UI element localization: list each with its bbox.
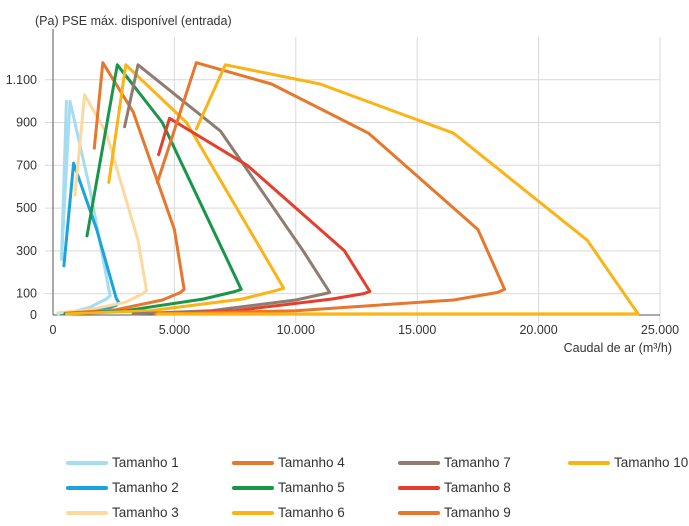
y-tick-label: 700 bbox=[16, 158, 37, 172]
x-tick-label: 20.000 bbox=[519, 323, 557, 337]
x-tick-label: 5.000 bbox=[159, 323, 190, 337]
series-line-tamanho-4 bbox=[63, 61, 186, 315]
series-line-tamanho-1 bbox=[56, 99, 112, 316]
series-group bbox=[56, 61, 640, 316]
series-line-tamanho-6 bbox=[64, 63, 286, 316]
x-tick-label: 25.000 bbox=[641, 323, 679, 337]
series-line-tamanho-5 bbox=[63, 63, 243, 316]
x-axis-label: Caudal de ar (m³/h) bbox=[564, 341, 672, 355]
series-line-tamanho-7 bbox=[123, 63, 332, 316]
axes: 0 100 300 500 700 900 1.100 0 5.000 10.000 15.000 2… bbox=[6, 29, 679, 337]
x-tick-label: 0 bbox=[50, 323, 57, 337]
series-line-tamanho-10 bbox=[155, 63, 640, 316]
series-line-tamanho-3 bbox=[56, 93, 148, 315]
y-tick-label: 900 bbox=[16, 116, 37, 130]
x-tick-label: 15.000 bbox=[398, 323, 436, 337]
y-tick-label: 300 bbox=[16, 244, 37, 258]
chart-title: (Pa) PSE máx. disponível (entrada) bbox=[35, 14, 232, 28]
series-line-tamanho-8 bbox=[153, 116, 372, 316]
y-tick-label: 500 bbox=[16, 201, 37, 215]
grid bbox=[45, 37, 661, 323]
y-tick-label: 1.100 bbox=[6, 73, 37, 87]
series-line-tamanho-9 bbox=[153, 61, 507, 316]
y-tick-label: 0 bbox=[30, 308, 37, 322]
x-tick-label: 10.000 bbox=[277, 323, 315, 337]
y-tick-label: 100 bbox=[16, 287, 37, 301]
